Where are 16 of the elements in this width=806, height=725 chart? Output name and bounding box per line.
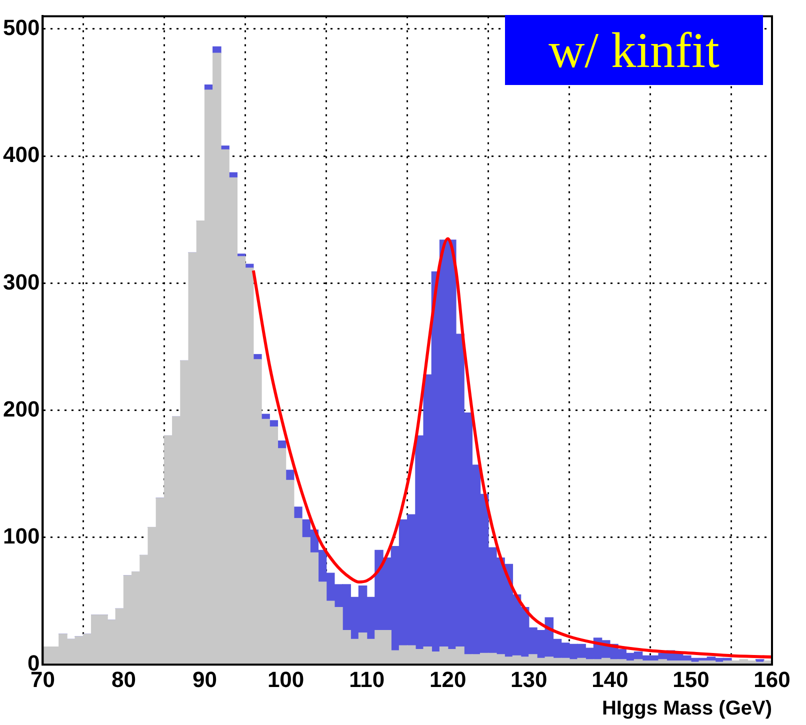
x-tick-label: 150: [672, 666, 710, 692]
x-tick-label: 100: [267, 666, 304, 692]
y-tick-label: 200: [2, 396, 40, 422]
x-tick-label: 130: [510, 666, 548, 692]
x-tick-label: 160: [754, 666, 790, 692]
x-tick-label: 120: [430, 666, 466, 692]
note-box: w/ kinfit: [505, 15, 763, 85]
y-tick-label: 500: [2, 14, 40, 40]
x-axis-title: HIggs Mass (GeV): [602, 698, 772, 720]
x-tick-label: 90: [192, 666, 218, 692]
x-tick-label: 110: [349, 666, 385, 692]
y-tick-label: 300: [2, 269, 40, 294]
y-tick-label: 400: [2, 142, 40, 168]
x-tick-label: 80: [111, 666, 136, 692]
x-tick-label: 140: [592, 666, 628, 692]
y-tick-label: 100: [2, 524, 40, 549]
